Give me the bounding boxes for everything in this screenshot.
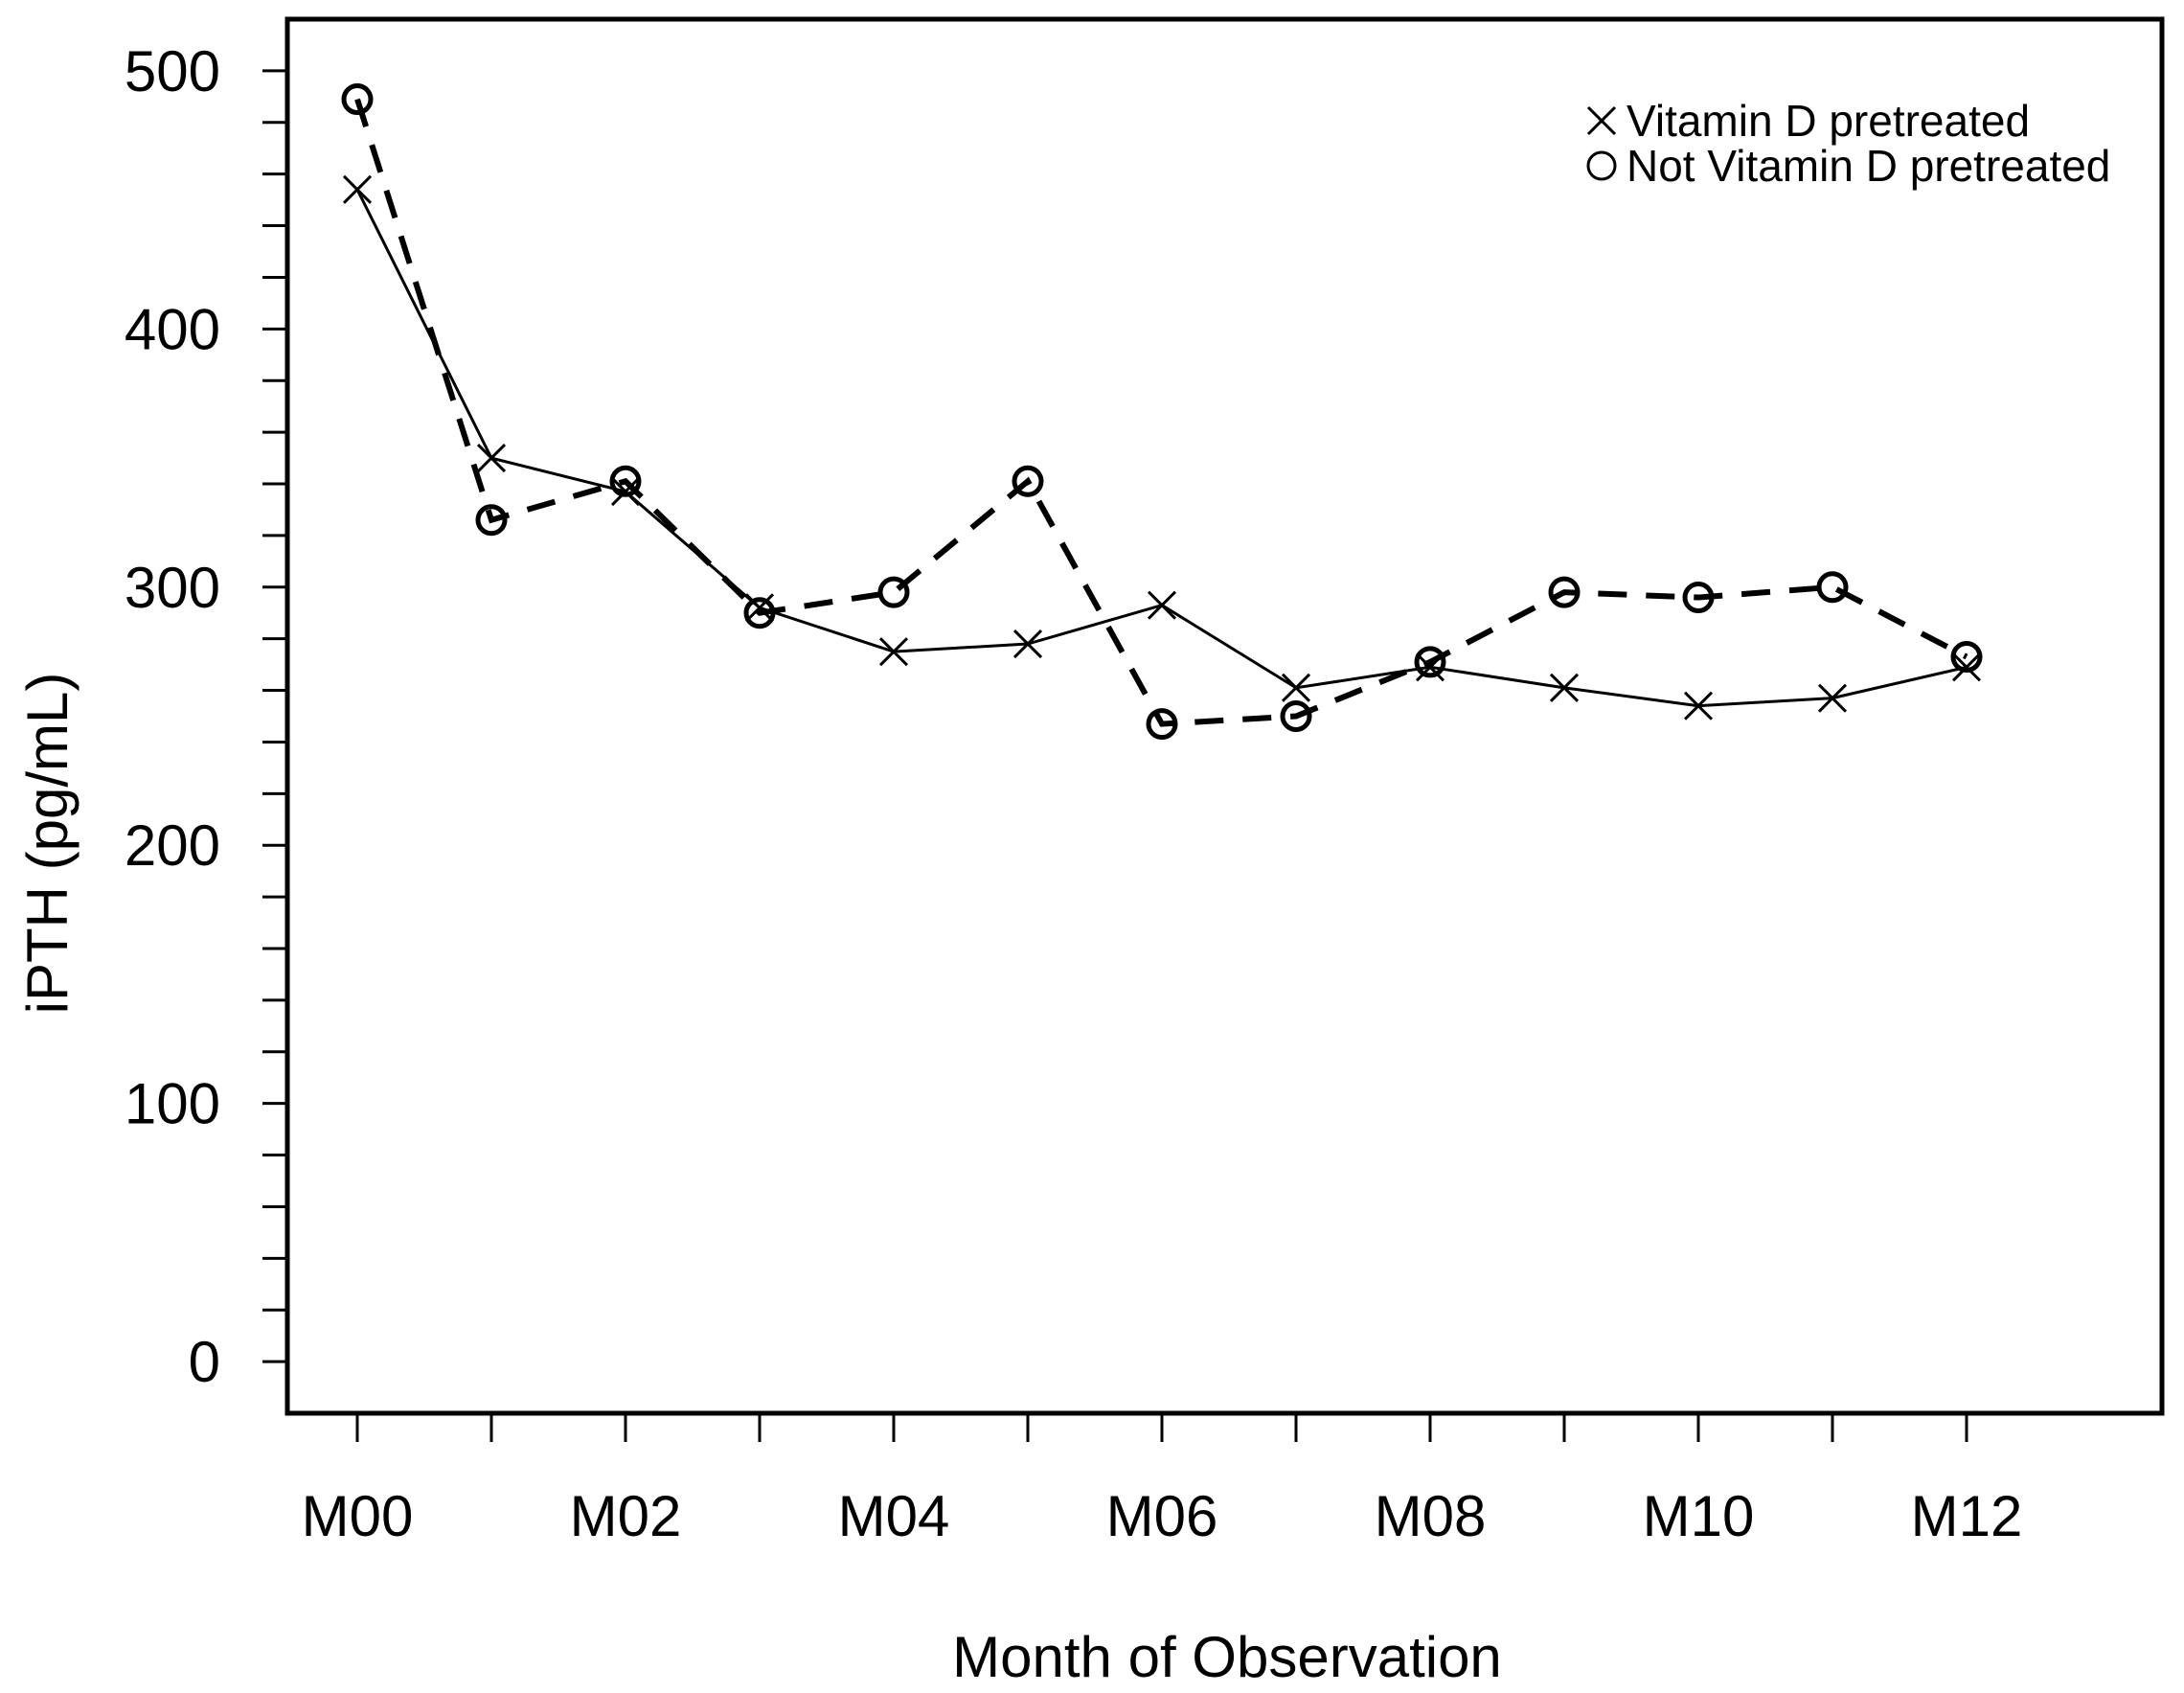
data-point-x <box>342 174 373 204</box>
axes: 0 100 200 300 400 500 M00 M02 M04 M06 M08 M10 M12 <box>125 16 2165 1548</box>
data-point-o <box>1548 576 1581 608</box>
data-point-o <box>475 504 508 537</box>
x-tick-label: M10 <box>1643 1484 1755 1548</box>
data-point-x <box>610 477 641 507</box>
data-point-o <box>609 465 642 497</box>
data-point-o <box>1280 700 1312 732</box>
legend-marker-x <box>1586 105 1617 136</box>
data-point-x <box>1549 673 1580 702</box>
data-point-x <box>1012 629 1043 659</box>
data-point-o <box>743 597 776 629</box>
x-axis-title: Month of Observation <box>952 1625 1502 1689</box>
x-tick-label: M12 <box>1911 1484 2023 1548</box>
data-point-x <box>744 593 775 623</box>
y-axis-title: iPTH (pg/mL) <box>15 673 80 1015</box>
data-point-o <box>1146 708 1178 741</box>
data-point-o <box>1816 571 1849 604</box>
data-point-x <box>1817 683 1848 713</box>
y-tick-label: 500 <box>125 39 220 103</box>
series-not-vitamin-d-pretreated <box>341 83 1983 741</box>
data-point-o <box>1682 582 1715 614</box>
legend-label: Vitamin D pretreated <box>1627 96 2030 146</box>
plot-frame <box>284 16 2165 1416</box>
series-line <box>355 189 1968 708</box>
data-point-x <box>1683 691 1714 721</box>
data-point-o <box>877 576 910 608</box>
x-tick-label: M04 <box>838 1484 950 1548</box>
data-point-x <box>1281 673 1311 702</box>
y-tick-label: 0 <box>189 1330 220 1394</box>
series-layer <box>341 83 1983 741</box>
data-point-o <box>341 83 374 116</box>
data-point-o <box>1012 465 1044 497</box>
y-tick-label: 100 <box>125 1072 220 1136</box>
data-point-o <box>1950 641 1983 674</box>
y-tick-label: 200 <box>125 813 220 878</box>
legend-marker-o <box>1586 150 1617 181</box>
data-point-x <box>878 637 909 667</box>
x-tick-label: M06 <box>1106 1484 1218 1548</box>
data-point-x <box>1147 590 1177 620</box>
data-point-o <box>1414 646 1446 678</box>
legend-label: Not Vitamin D pretreated <box>1627 141 2110 191</box>
series-vitamin-d-pretreated <box>342 174 1982 721</box>
data-point-x <box>1951 652 1982 682</box>
data-point-x <box>476 443 507 473</box>
y-tick-label: 300 <box>125 556 220 620</box>
series-line <box>354 98 1968 727</box>
x-tick-label: M08 <box>1375 1484 1487 1548</box>
x-tick-label: M00 <box>302 1484 414 1548</box>
x-tick-label: M02 <box>570 1484 682 1548</box>
y-tick-label: 400 <box>125 297 220 361</box>
